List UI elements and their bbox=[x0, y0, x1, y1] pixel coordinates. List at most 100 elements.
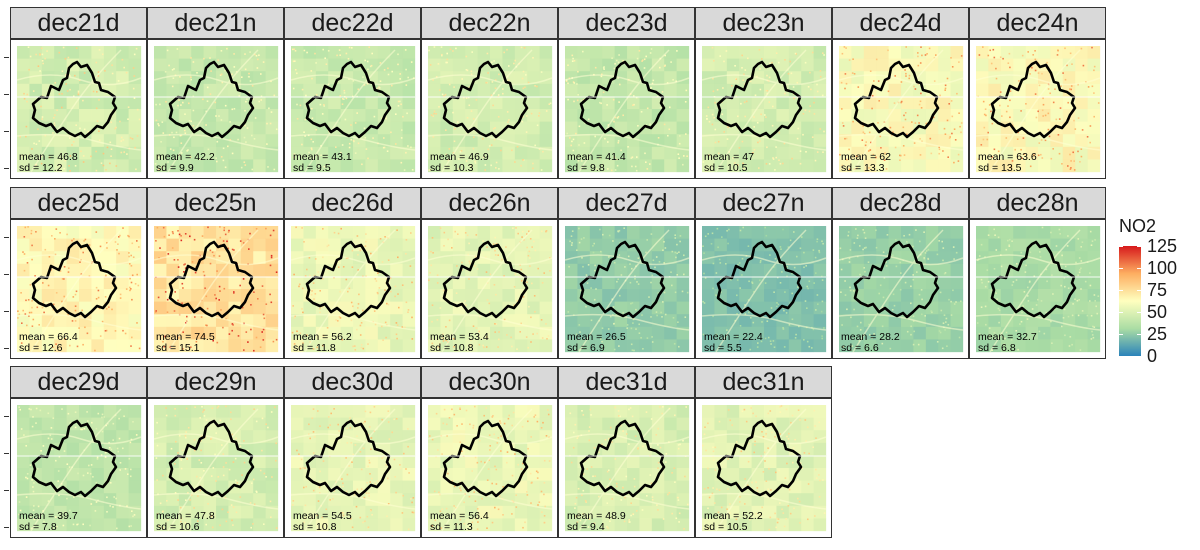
raster-cell bbox=[91, 417, 104, 431]
raster-cell bbox=[390, 455, 403, 469]
raster-cell bbox=[614, 96, 628, 110]
hotspot-pixel bbox=[184, 113, 186, 115]
raster-cell bbox=[291, 493, 304, 506]
hotspot-pixel bbox=[617, 116, 620, 118]
hotspot-pixel bbox=[234, 457, 237, 460]
hotspot-pixel bbox=[190, 120, 192, 123]
hotspot-pixel bbox=[960, 122, 963, 124]
map-area: mean = 56.2 sd = 11.8 bbox=[284, 219, 421, 359]
hotspot-pixel bbox=[104, 296, 107, 298]
hotspot-pixel bbox=[784, 92, 786, 95]
hotspot-pixel bbox=[88, 244, 91, 246]
hotspot-pixel bbox=[1077, 150, 1079, 153]
raster-cell bbox=[477, 226, 491, 239]
raster-cell bbox=[925, 146, 939, 160]
hotspot-pixel bbox=[741, 257, 744, 260]
raster-cell bbox=[1025, 159, 1039, 173]
raster-cell bbox=[428, 109, 441, 122]
raster-cell bbox=[477, 289, 491, 302]
raster-cell bbox=[191, 493, 204, 506]
raster-cell bbox=[639, 109, 652, 122]
hotspot-pixel bbox=[761, 321, 763, 323]
raster-cell bbox=[228, 405, 241, 418]
hotspot-pixel bbox=[322, 228, 324, 230]
raster-cell bbox=[365, 96, 378, 110]
hotspot-pixel bbox=[193, 238, 196, 241]
hotspot-pixel bbox=[350, 442, 353, 444]
hotspot-pixel bbox=[75, 290, 78, 293]
hotspot-pixel bbox=[1092, 336, 1095, 339]
hotspot-pixel bbox=[631, 267, 633, 270]
raster-cell bbox=[1013, 83, 1026, 97]
hotspot-pixel bbox=[309, 274, 311, 277]
raster-cell bbox=[203, 263, 217, 277]
raster-cell bbox=[41, 134, 55, 147]
hotspot-pixel bbox=[546, 338, 548, 340]
raster-cell bbox=[328, 58, 341, 72]
raster-cell bbox=[428, 301, 441, 315]
hotspot-pixel bbox=[225, 462, 227, 464]
hotspot-pixel bbox=[769, 254, 771, 256]
hotspot-pixel bbox=[995, 77, 998, 80]
raster-cell bbox=[353, 339, 366, 353]
map-area: mean = 63.6 sd = 13.5 bbox=[969, 39, 1106, 179]
hotspot-pixel bbox=[63, 450, 66, 452]
raster-cell bbox=[602, 339, 615, 353]
city-boundary bbox=[579, 60, 666, 139]
hotspot-pixel bbox=[231, 433, 234, 436]
hotspot-pixel bbox=[364, 245, 367, 247]
hotspot-pixel bbox=[39, 54, 41, 56]
sd-label: sd = 10.6 bbox=[156, 521, 200, 533]
raster-cell bbox=[91, 505, 104, 519]
hotspot-pixel bbox=[482, 137, 484, 140]
raster-cell bbox=[103, 417, 117, 431]
hotspot-pixel bbox=[1021, 54, 1024, 57]
hotspot-pixel bbox=[1041, 157, 1044, 159]
raster-cell bbox=[913, 159, 926, 173]
hotspot-pixel bbox=[116, 249, 118, 251]
hotspot-pixel bbox=[123, 415, 125, 417]
raster-cell bbox=[839, 134, 852, 147]
raster-cell bbox=[91, 276, 104, 290]
hotspot-pixel bbox=[662, 249, 664, 251]
hotspot-pixel bbox=[707, 106, 710, 109]
raster-cell bbox=[79, 226, 92, 239]
hotspot-pixel bbox=[474, 265, 476, 267]
raster-cell bbox=[876, 226, 889, 239]
raster-cell bbox=[726, 314, 740, 327]
hotspot-pixel bbox=[58, 51, 61, 54]
raster-cell bbox=[128, 121, 142, 135]
hotspot-pixel bbox=[241, 474, 243, 476]
hotspot-pixel bbox=[920, 46, 922, 48]
raster-cell bbox=[191, 455, 204, 469]
hotspot-pixel bbox=[806, 340, 809, 343]
raster-cell bbox=[490, 301, 503, 315]
hotspot-pixel bbox=[58, 93, 61, 95]
hotspot-pixel bbox=[991, 349, 993, 351]
hotspot-pixel bbox=[805, 151, 807, 153]
hotspot-pixel bbox=[131, 274, 134, 277]
hotspot-pixel bbox=[630, 157, 633, 159]
raster-cell bbox=[54, 339, 67, 353]
hotspot-pixel bbox=[935, 54, 937, 56]
hotspot-pixel bbox=[944, 133, 947, 135]
raster-cell bbox=[328, 314, 341, 327]
hotspot-pixel bbox=[541, 282, 544, 284]
raster-cell bbox=[527, 326, 540, 340]
hotspot-pixel bbox=[765, 234, 768, 237]
raster-cell bbox=[1013, 289, 1026, 302]
hotspot-pixel bbox=[180, 517, 183, 520]
raster-cell bbox=[813, 109, 827, 122]
hotspot-pixel bbox=[997, 150, 1000, 153]
hotspot-pixel bbox=[246, 127, 249, 129]
hotspot-pixel bbox=[109, 505, 111, 507]
hotspot-pixel bbox=[130, 525, 132, 527]
raster-cell bbox=[253, 263, 266, 277]
raster-cell bbox=[527, 251, 540, 264]
hotspot-pixel bbox=[774, 258, 777, 260]
hotspot-pixel bbox=[63, 266, 66, 268]
raster-cell bbox=[116, 455, 129, 469]
sd-label: sd = 10.5 bbox=[704, 162, 748, 174]
raster-cell bbox=[651, 46, 665, 59]
hotspot-pixel bbox=[101, 430, 104, 433]
